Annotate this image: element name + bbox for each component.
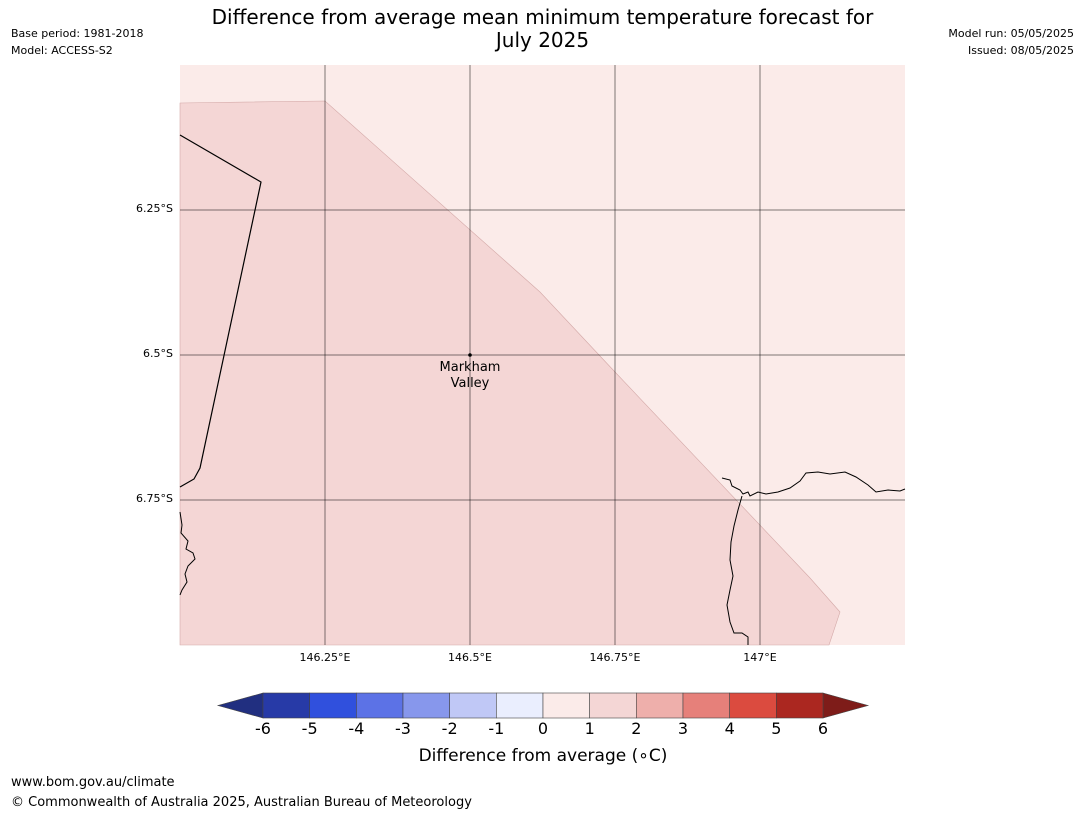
lon-label-146-75: 146.75°E [589, 651, 641, 664]
place-name-line-2: Valley [450, 376, 490, 391]
colorbar-tick-label: -3 [395, 719, 411, 738]
footer-url: www.bom.gov.au/climate [11, 775, 175, 790]
colorbar-tick-label: 5 [771, 719, 782, 738]
lon-label-146-25: 146.25°E [299, 651, 351, 664]
footer-copyright: © Commonwealth of Australia 2025, Austra… [11, 795, 472, 810]
meta-left: Base period: 1981-2018 Model: ACCESS-S2 [11, 25, 143, 59]
lon-label-146-5: 146.5°E [448, 651, 492, 664]
graticule [180, 65, 905, 645]
province-boundary [179, 134, 262, 488]
lon-label-147: 147°E [743, 651, 777, 664]
colorbar-tick-label: 6 [817, 719, 829, 738]
issued-date: Issued: 08/05/2025 [967, 44, 1074, 57]
place-name-line-1: Markham [439, 360, 501, 375]
location-marker [468, 353, 472, 357]
colorbar-tick-label: 4 [724, 719, 735, 738]
meta-right: Model run: 05/05/2025 Issued: 08/05/2025 [948, 25, 1074, 59]
coastline-east [721, 471, 906, 497]
lat-label-6-75: 6.75°S [136, 492, 173, 505]
colorbar-tick-label: -4 [348, 719, 365, 738]
model-run: Model run: 05/05/2025 [948, 27, 1074, 40]
coastline-west [179, 511, 196, 596]
colorbar-tick-label: 2 [631, 719, 642, 738]
colorbar-tick-label: -5 [301, 719, 318, 738]
title-line-1: Difference from average mean minimum tem… [211, 5, 874, 29]
colorbar-tick-label: -6 [255, 719, 271, 738]
colorbar-label: Difference from average (∘C) [418, 746, 668, 766]
model-name: Model: ACCESS-S2 [11, 44, 113, 57]
map-title: Difference from average mean minimum tem… [190, 6, 895, 52]
title-line-2: July 2025 [495, 28, 590, 52]
colorbar-tick-label: 0 [537, 719, 549, 738]
base-period: Base period: 1981-2018 [11, 27, 144, 40]
river-markham [726, 495, 749, 645]
colorbar-tick-label: 1 [584, 719, 595, 738]
place-label-markham-valley: Markham Valley [420, 360, 520, 392]
colorbar-tick-label: -2 [441, 719, 458, 738]
anomaly-region-1-to-2 [179, 100, 841, 646]
lat-label-6-25: 6.25°S [136, 202, 173, 215]
lat-label-6-5: 6.5°S [143, 347, 173, 360]
colorbar-tick-label: -1 [488, 719, 505, 738]
colorbar-tick-label: 3 [677, 719, 689, 738]
